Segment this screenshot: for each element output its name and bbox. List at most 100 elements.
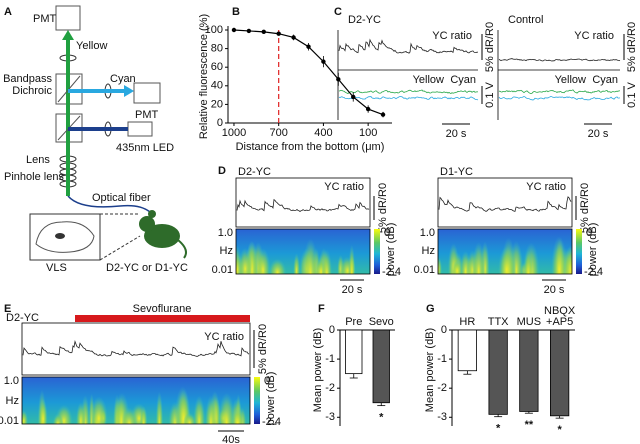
panel-label: F	[318, 303, 325, 315]
spectrogram	[236, 229, 370, 274]
label: -2.4	[262, 416, 281, 428]
label: 0.01	[212, 264, 233, 276]
label: 0.01	[0, 415, 19, 427]
label: D2-YC	[6, 312, 39, 324]
frame	[235, 177, 371, 228]
label: YC ratio	[432, 30, 472, 42]
label-line: +AP5	[546, 316, 573, 328]
bar	[488, 329, 508, 415]
x-tick-label: MUS	[517, 316, 541, 328]
label-line: HR	[459, 316, 475, 328]
mouse-tail	[177, 239, 187, 259]
frame	[437, 177, 573, 228]
x-tick-label: 700	[270, 127, 288, 139]
label: D1-YC	[440, 166, 473, 178]
trace	[438, 196, 572, 212]
x-tick-label: HR	[459, 316, 475, 328]
treatment-bar	[75, 315, 250, 322]
mouse-body	[144, 224, 180, 248]
label: 5% dR/R0	[257, 324, 269, 374]
label: 0	[264, 375, 270, 387]
y-tick-label: -2	[325, 382, 335, 394]
label: Hz	[422, 245, 435, 257]
label: 20 s	[342, 284, 363, 296]
label: 5% dR/R0	[626, 22, 638, 72]
data-point	[291, 35, 296, 40]
spectrogram-blob	[438, 255, 443, 274]
frame	[21, 376, 251, 425]
panel-label: E	[4, 303, 11, 315]
mouse-head	[139, 216, 155, 232]
label: Hz	[220, 245, 233, 257]
spectrogram-blob	[348, 244, 356, 274]
y-tick-label: 0	[441, 324, 447, 336]
y-tick-label: 80	[211, 43, 223, 55]
significance: **	[525, 419, 534, 431]
label: 5% dR/R0	[377, 183, 389, 233]
label: 0.1 V	[484, 81, 496, 107]
label: 0.01	[414, 264, 435, 276]
spectrogram-blob	[451, 260, 463, 274]
label: YC ratio	[204, 331, 244, 343]
label-line: MUS	[517, 316, 541, 328]
label: Yellow	[76, 40, 107, 52]
frame	[235, 228, 371, 275]
label: Sevoflurane	[133, 303, 192, 315]
spectrogram	[22, 377, 250, 424]
label: 5% dR/R0	[484, 22, 496, 72]
significance: *	[379, 412, 384, 424]
bar	[372, 329, 390, 404]
region-mark	[55, 233, 65, 239]
y-tick-label: 20	[211, 98, 223, 110]
y-tick-label: -1	[437, 353, 447, 365]
y-tick-label: 0	[329, 324, 335, 336]
data-point	[336, 77, 341, 82]
y-label: Mean power (dB)	[312, 328, 324, 412]
label: 1.0	[420, 227, 435, 239]
label: PMT	[33, 13, 57, 25]
label: YC ratio	[526, 181, 566, 193]
data-point	[365, 106, 371, 112]
spectrogram-blob	[193, 395, 206, 424]
trace	[338, 96, 479, 101]
box	[55, 5, 81, 31]
spectrogram-blob	[498, 246, 516, 274]
label: Yellow	[555, 74, 586, 86]
frame	[21, 322, 251, 376]
spectrogram-blob	[75, 401, 86, 424]
label: 1.0	[218, 227, 233, 239]
spectrogram-blob	[155, 391, 164, 424]
spectrogram-blob	[472, 242, 486, 274]
box	[127, 121, 153, 137]
box	[133, 82, 161, 104]
y-tick-label: -3	[325, 411, 335, 423]
spectrogram-blob	[38, 398, 48, 424]
spectrogram-blob	[218, 392, 236, 424]
spectrogram-blob	[22, 410, 29, 424]
trace	[498, 58, 621, 62]
label: 0.1 V	[626, 81, 638, 107]
spectrogram-blob	[238, 247, 253, 274]
panel-label: A	[4, 6, 12, 18]
colorbar	[576, 229, 582, 274]
bar	[345, 329, 363, 375]
data-point	[321, 59, 326, 64]
spectrogram-blob	[293, 253, 301, 274]
trace	[22, 339, 250, 357]
y-label: Relative fluorescence (%)	[198, 14, 210, 139]
y-tick-label: -2	[437, 382, 447, 394]
label: Cyan	[592, 74, 618, 86]
bar	[519, 329, 539, 412]
label: D2-YC	[238, 166, 271, 178]
label: -2.4	[584, 266, 603, 278]
label: Optical fiber	[92, 192, 151, 204]
mouse-ear	[148, 210, 156, 218]
label: power (dB)	[587, 223, 599, 277]
label: 20 s	[544, 284, 565, 296]
spectrogram-blob	[321, 249, 333, 274]
label: Control	[508, 14, 543, 26]
bar	[457, 329, 477, 372]
y-tick-label: 100	[205, 24, 223, 36]
label: power (dB)	[385, 223, 397, 277]
label: 0	[586, 227, 592, 239]
